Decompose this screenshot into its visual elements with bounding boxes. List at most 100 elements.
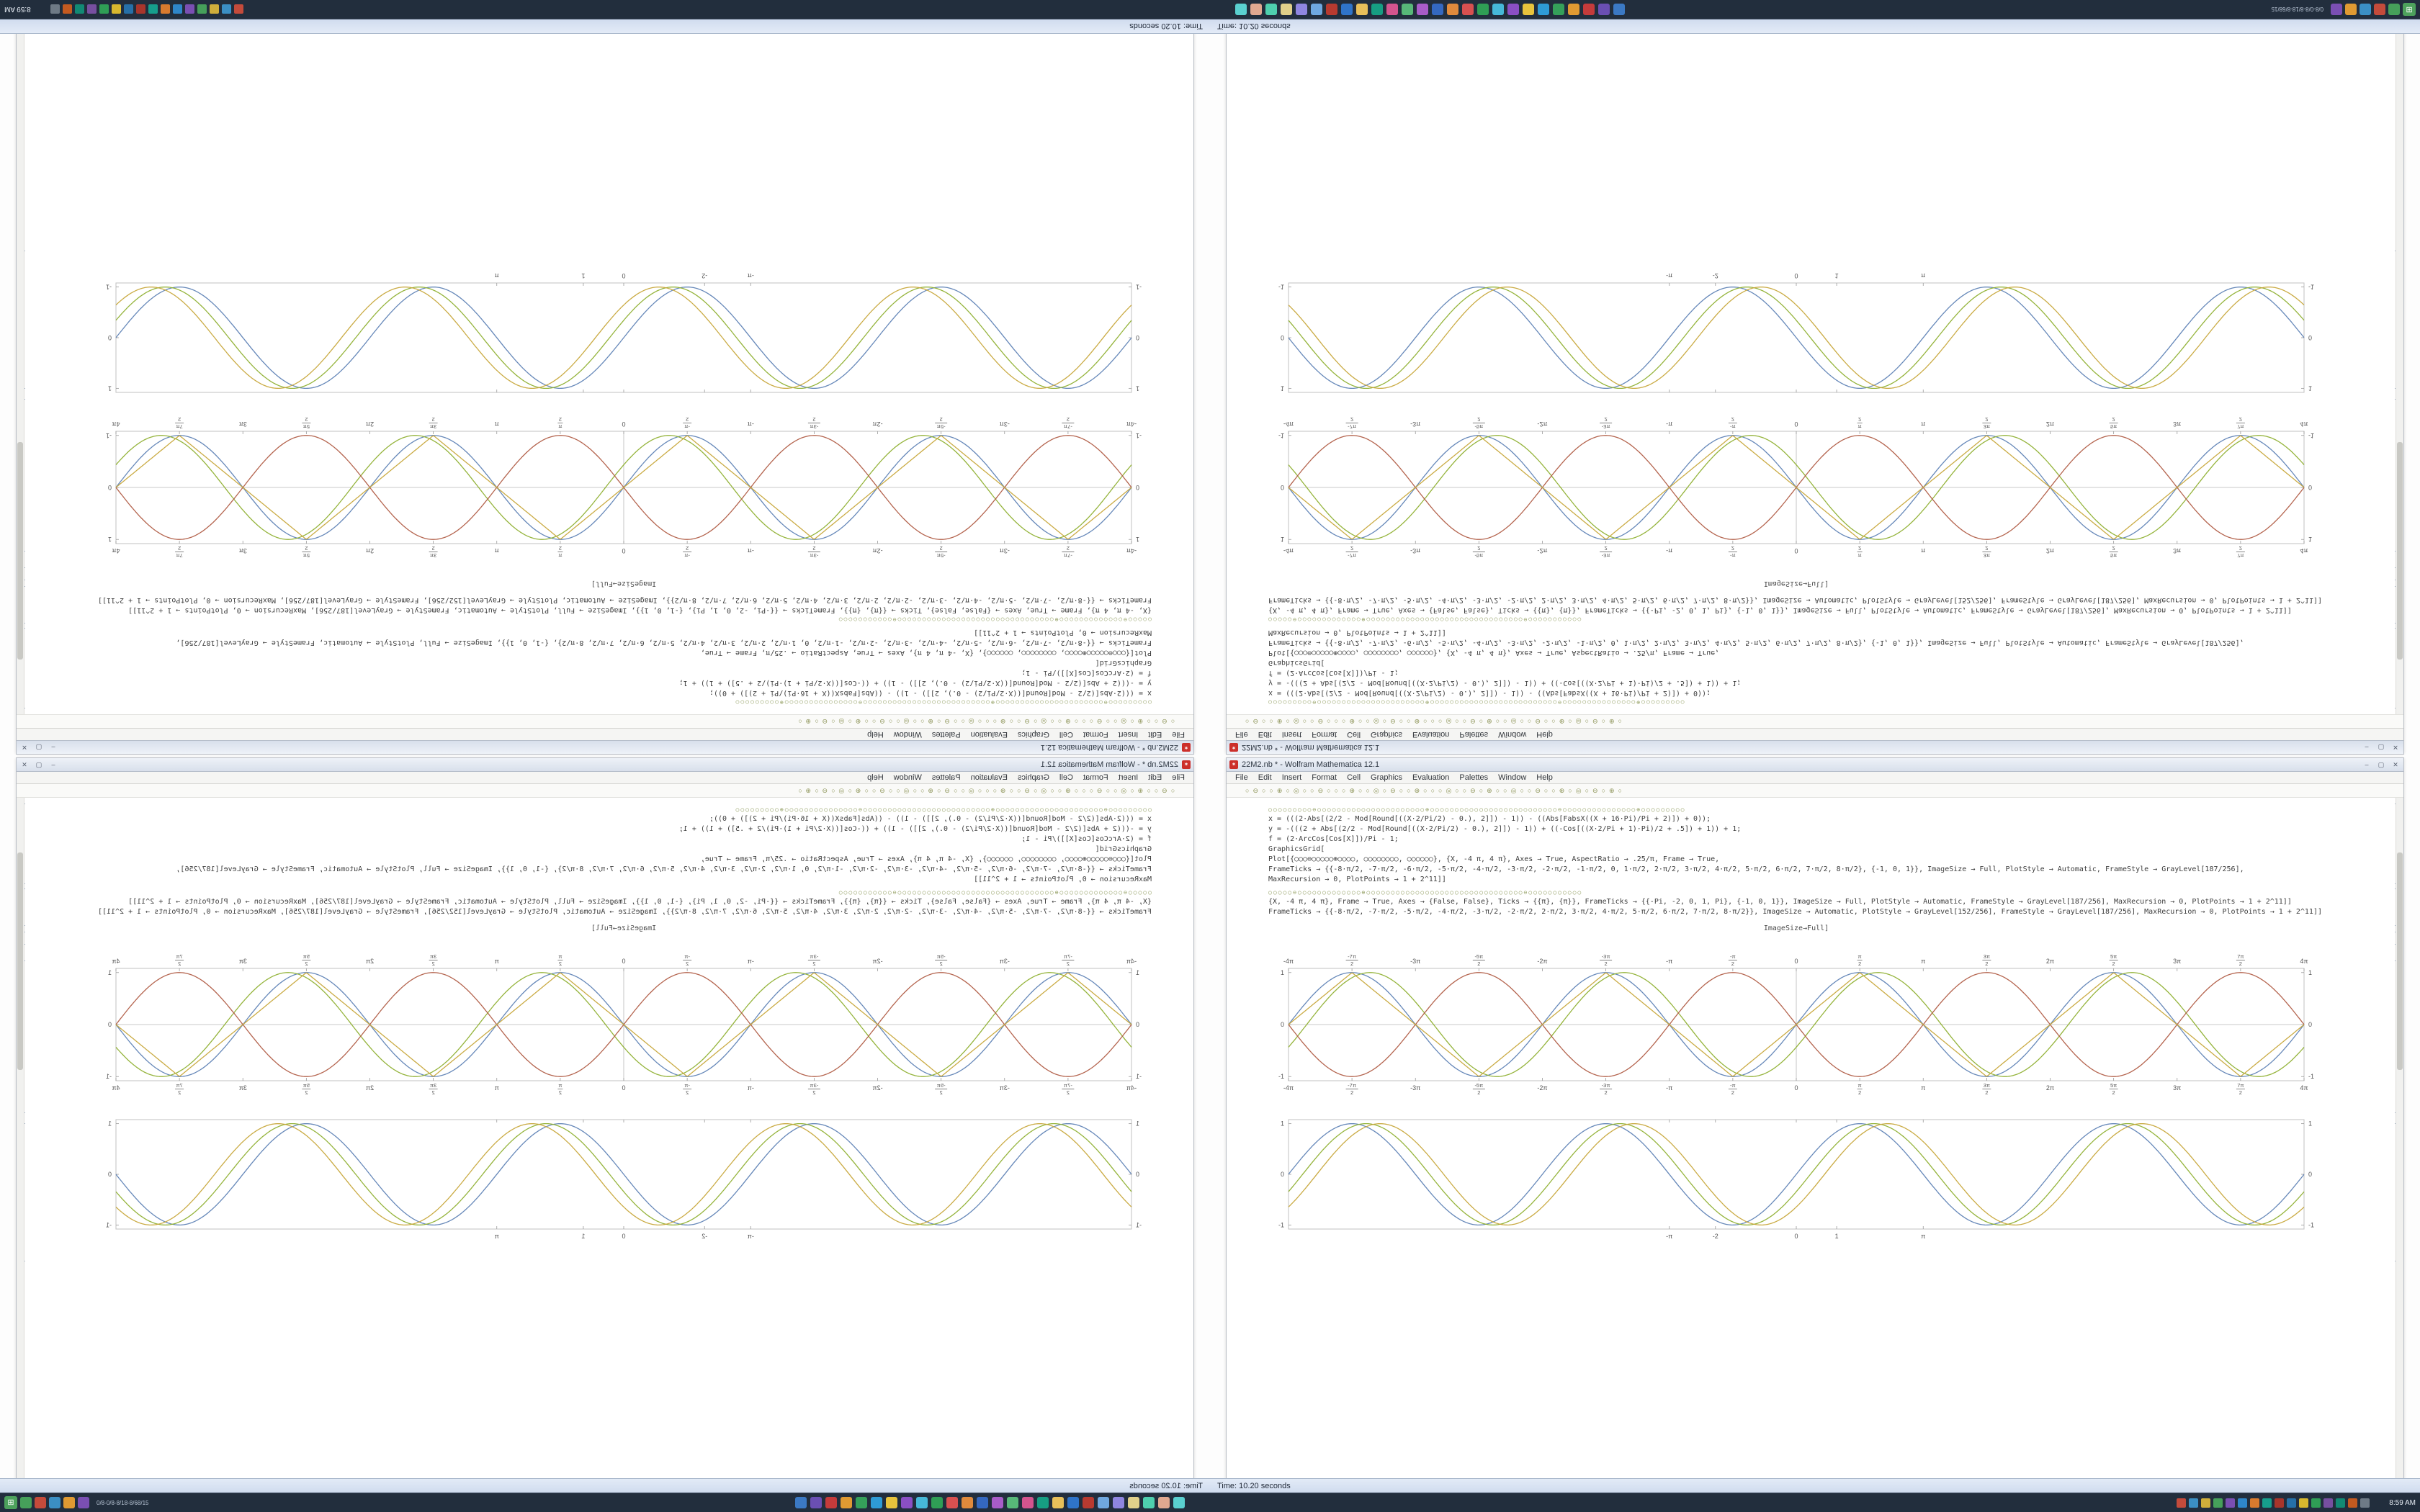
pinned-app-icon[interactable]	[1281, 4, 1292, 15]
code-line[interactable]: {X, -4 π, 4 π}, Frame → True, Axes → {Fa…	[1268, 606, 2292, 614]
toolbar-icon[interactable]: ○	[1399, 787, 1404, 794]
toolbar-icon[interactable]: ○	[953, 787, 958, 794]
toolbar-icon[interactable]: ◎	[1510, 786, 1517, 794]
toolbar-icon[interactable]: ○	[913, 787, 917, 794]
toolbar-icon[interactable]: ○	[1050, 787, 1054, 794]
toolbar-icon[interactable]: ○	[1082, 787, 1086, 794]
close-button[interactable]: ✕	[2393, 744, 2398, 752]
code-line[interactable]: f = (2·ArcCos[Cos[X]])/Pi - 1;	[1268, 835, 1399, 843]
toolbar-icon[interactable]: ◎	[1041, 786, 1047, 794]
toolbar-icon[interactable]: ⊕	[1276, 718, 1283, 726]
code-line[interactable]: {X, -4 π, 4 π}, Frame → True, Axes → {Fa…	[128, 606, 1152, 614]
tray-icon[interactable]	[234, 4, 243, 14]
toolbar-icon[interactable]: ⊖	[1592, 718, 1598, 726]
taskbar-app-icon[interactable]	[78, 1497, 89, 1508]
menu-file[interactable]: File	[1172, 773, 1185, 782]
toolbar-icon[interactable]: ○	[1089, 718, 1093, 725]
code-line[interactable]: FrameTicks → {{-8·π/2, -7·π/2, -6·π/2, -…	[176, 639, 1152, 647]
toolbar-icon[interactable]: ○	[1618, 787, 1622, 794]
tray-icon[interactable]	[161, 4, 170, 14]
toolbar-icon[interactable]: ○	[1269, 787, 1273, 794]
code-line[interactable]: Plot[{○○○⊖○○○○○⊕○○○○, ○○○○○○○○, ○○○○○○},…	[1268, 649, 1720, 657]
tray-icon[interactable]	[99, 4, 109, 14]
toolbar-icon[interactable]: ⊖	[1252, 786, 1258, 794]
toolbar-icon[interactable]: ◎	[968, 718, 974, 726]
toolbar-icon[interactable]: ○	[1455, 718, 1459, 725]
toolbar-icon[interactable]: ⊖	[1024, 718, 1030, 726]
toolbar-icon[interactable]: ◎	[1446, 718, 1452, 726]
toolbar-icon[interactable]: ◎	[1373, 786, 1379, 794]
toolbar-icon[interactable]: ⊖	[1390, 786, 1396, 794]
toolbar-icon[interactable]: ○	[1310, 787, 1314, 794]
code-line[interactable]: Plot[{○○○⊖○○○○○⊕○○○○, ○○○○○○○○, ○○○○○○},…	[1268, 855, 1720, 863]
toolbar-icon[interactable]: ○	[1302, 787, 1307, 794]
code-line[interactable]: MaxRecursion → 0, PlotPoints → 1 + 2^11]…	[1268, 876, 1446, 883]
toolbar-icon[interactable]: ○	[1495, 787, 1500, 794]
toolbar-icon[interactable]: ◎	[1041, 718, 1047, 726]
tray-icon[interactable]	[173, 4, 182, 14]
toolbar-icon[interactable]: ○	[936, 787, 941, 794]
code-line[interactable]: {X, -4 π, 4 π}, Frame → True, Axes → {Fa…	[1268, 898, 2292, 906]
pinned-app-icon[interactable]	[1326, 4, 1337, 15]
toolbar-icon[interactable]: ○	[871, 787, 877, 794]
toolbar-icon[interactable]: ○	[896, 787, 900, 794]
toolbar-icon[interactable]: ⊕	[1349, 786, 1355, 794]
toolbar-icon[interactable]: ○	[1568, 718, 1572, 725]
toolbar-icon[interactable]: ○	[961, 718, 965, 725]
pinned-app-icon[interactable]	[1492, 4, 1504, 15]
pinned-app-icon[interactable]	[992, 1497, 1003, 1508]
toolbar-icon[interactable]: ○	[1479, 787, 1484, 794]
toolbar-icon[interactable]: ○	[1543, 718, 1549, 725]
toolbar-icon[interactable]: ⊕	[855, 786, 861, 794]
menu-window[interactable]: Window	[1498, 730, 1527, 739]
taskbar-app-icon[interactable]	[63, 1497, 75, 1508]
toolbar-icon[interactable]: ○	[896, 718, 900, 725]
toolbar-icon[interactable]: ◎	[838, 786, 845, 794]
toolbar-icon[interactable]: ○	[1407, 787, 1411, 794]
code-line[interactable]: FrameTicks → {{-8·π/2, -7·π/2, -6·π/2, -…	[1268, 639, 2244, 647]
code-cell-1[interactable]: ○○○○○○○○○⊖○○○○○○○○○○○○○○○○○○○○○○⊕○○○○○○○…	[1268, 805, 2324, 885]
tray-icon[interactable]	[2311, 1498, 2321, 1508]
toolbar-icon[interactable]: ○	[1527, 787, 1532, 794]
toolbar-icon[interactable]: ○	[1334, 718, 1338, 725]
toolbar-icon[interactable]: ⊖	[1535, 786, 1541, 794]
pinned-app-icon[interactable]	[1402, 4, 1413, 15]
taskbar-app-icon[interactable]	[2374, 4, 2385, 15]
minimize-button[interactable]: –	[2365, 760, 2369, 768]
scrollbar-thumb[interactable]	[17, 852, 23, 1070]
toolbar-icon[interactable]: ⊕	[1137, 718, 1144, 726]
tray-icon[interactable]	[2299, 1498, 2308, 1508]
window-titlebar[interactable]: ✶ 22M2.nb * - Wolfram Mathematica 12.1 –…	[17, 758, 1193, 772]
pinned-app-icon[interactable]	[946, 1497, 958, 1508]
pinned-app-icon[interactable]	[1447, 4, 1458, 15]
toolbar-icon[interactable]: ⊖	[1162, 718, 1168, 726]
taskbar-app-icon[interactable]	[49, 1497, 60, 1508]
toolbar-icon[interactable]: ◎	[968, 786, 974, 794]
toolbar-icon[interactable]: ◎	[1575, 718, 1582, 726]
menu-insert[interactable]: Insert	[1118, 730, 1139, 739]
toolbar-icon[interactable]: ○	[1495, 718, 1500, 725]
plot-output-main[interactable]: -4π -4π -7π 2 -7π 2 -3π -3π -5π 2 -5π 2 -2π -2π -3π 2 -3…	[1268, 950, 2324, 1101]
toolbar-icon[interactable]: ○	[1033, 787, 1038, 794]
toolbar-icon[interactable]: ○	[848, 787, 852, 794]
pinned-app-icon[interactable]	[977, 1497, 988, 1508]
pinned-app-icon[interactable]	[1067, 1497, 1079, 1508]
tray-icon[interactable]	[2262, 1498, 2272, 1508]
toolbar-icon[interactable]: ○	[1601, 787, 1605, 794]
toolbar-icon[interactable]: ○	[864, 787, 869, 794]
pinned-app-icon[interactable]	[1553, 4, 1564, 15]
toolbar-icon[interactable]: ○	[1601, 718, 1605, 725]
toolbar-icon[interactable]: ○	[1366, 787, 1370, 794]
toolbar-icon[interactable]: ○	[1503, 787, 1507, 794]
toolbar-icon[interactable]: ○	[1033, 718, 1038, 725]
menu-graphics[interactable]: Graphics	[1017, 730, 1049, 739]
pinned-app-icon[interactable]	[1158, 1497, 1170, 1508]
tray-icon[interactable]	[2177, 1498, 2186, 1508]
toolbar-icon[interactable]: ○	[1106, 787, 1110, 794]
menu-insert[interactable]: Insert	[1118, 773, 1139, 782]
toolbar-icon[interactable]: ○	[1520, 718, 1524, 725]
toolbar-icon[interactable]: ◎	[903, 718, 910, 726]
scrollbar[interactable]	[2396, 798, 2403, 1478]
plot-output-secondary[interactable]: -π -2 0 1 π -1 -1 0 0 1 1	[1268, 1112, 2324, 1249]
toolbar-icon[interactable]: ⊖	[1096, 718, 1103, 726]
